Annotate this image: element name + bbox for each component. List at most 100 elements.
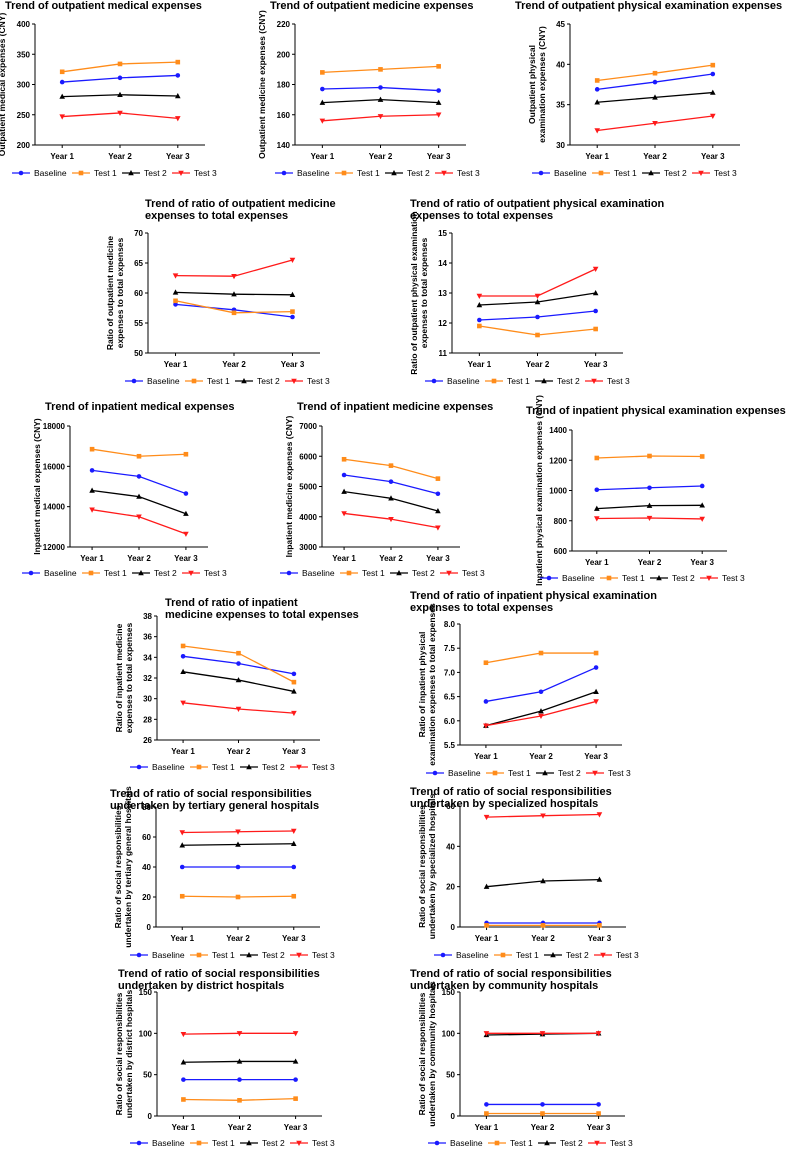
y-tick-label: 15 [438,229,447,238]
chart-c12: Trend of ratio of social responsibilitie… [410,786,639,960]
x-tick-label: Year 2 [227,747,251,756]
x-tick-label: Year 3 [584,752,608,761]
data-point [699,516,705,522]
data-point [236,650,241,656]
data-point [538,713,544,719]
data-point [290,309,295,314]
y-axis-label: Ratio of social responsibilitiesundertak… [113,786,133,948]
y-axis-label: Outpatient physicalexamination expenses … [527,26,547,143]
x-tick-label: Year 2 [369,152,393,161]
data-point [534,299,541,305]
chart-title: Trend of outpatient medicine expenses [270,0,474,12]
y-tick-label: 11 [439,349,448,358]
chart-title-line: expenses to total expenses [410,602,553,614]
data-point [235,829,241,835]
series-test-3 [89,507,189,537]
legend-label: Test 1 [212,762,235,772]
data-point [699,502,705,508]
data-point [377,114,384,120]
legend-label: Test 3 [457,168,480,178]
chart-title-line: Trend of ratio of social responsibilitie… [118,968,320,980]
data-point [593,699,599,705]
x-tick-label: Year 2 [643,152,667,161]
legend-label: Baseline [44,568,77,578]
legend-label: Baseline [147,376,180,386]
series-baseline [341,472,441,497]
data-point [175,116,181,122]
chart-title: Trend of ratio of outpatient medicine exp… [145,198,336,222]
data-point [647,453,652,459]
legend-label: Test 3 [607,376,630,386]
y-axis-label: Ratio of outpatient medicineexpenses to … [105,236,125,351]
legend-label: Test 3 [610,1138,633,1148]
data-point [289,257,296,263]
data-point [483,723,489,729]
series-test-3 [59,110,181,122]
legend-label: Test 3 [312,762,335,772]
chart-title-line: Trend of ratio of social responsibilitie… [410,968,612,980]
series-baseline [181,1077,298,1082]
data-point [476,302,483,308]
legend-swatch-marker [196,952,202,958]
x-tick-label: Year 1 [170,934,194,943]
data-point [540,923,546,928]
y-axis-label-line: Outpatient medical expenses (CNY) [0,13,7,157]
legend-swatch-marker [656,575,662,581]
x-tick-label: Year 2 [529,752,553,761]
x-tick-label: Year 1 [332,554,356,563]
legend-label: Baseline [34,168,67,178]
legend-label: Baseline [448,768,481,778]
legend-label: Test 1 [357,168,380,178]
y-axis-label-line: Outpatient medicine expenses (CNY) [257,10,267,159]
legend-label: Baseline [302,568,335,578]
chart-c11: Trend of ratio of social responsibilitie… [110,786,335,960]
data-point [89,487,95,493]
data-point [710,71,716,77]
x-tick-label: Year 2 [228,1123,252,1132]
series-baseline [484,1102,601,1107]
data-point [388,516,394,523]
series-test-3 [341,511,441,531]
data-point [290,828,297,834]
data-point [175,59,181,65]
data-point [388,463,394,468]
data-point [179,842,186,848]
y-tick-label: 30 [556,141,565,150]
data-point [231,291,237,297]
data-point [291,710,297,717]
data-point [596,1111,601,1116]
legend-swatch-marker [432,770,438,776]
data-point [320,86,325,92]
legend-swatch-marker [131,378,137,384]
legend-swatch-marker [241,378,247,384]
legend-swatch-marker [591,378,597,384]
legend-swatch-marker [18,170,24,176]
data-point [175,73,181,78]
chart-c2: Trend of outpatient medicine expensesOut… [257,0,480,178]
legend-swatch-marker [296,952,302,958]
series-test-1 [483,650,599,666]
y-axis-label: Inpatient medical expenses (CNY) [32,418,42,555]
y-tick-label: 35 [556,101,565,110]
legend-swatch-marker [544,1140,550,1146]
data-point [89,507,95,513]
y-tick-label: 32 [143,674,152,683]
data-point [540,813,546,819]
series-baseline [594,483,705,493]
data-point [710,62,716,68]
legend-swatch-marker [706,575,712,581]
y-tick-label: 100 [442,1029,456,1038]
data-point [652,79,658,85]
legend-label: Baseline [447,376,480,386]
data-point [319,118,326,124]
data-point [237,1097,242,1103]
data-point [377,96,384,102]
chart-title: Trend of ratio of social responsibilitie… [118,968,320,992]
series-line [91,469,187,495]
data-point [291,671,297,677]
data-point [378,67,383,72]
legend-swatch-marker [494,1140,500,1146]
legend-swatch-marker [138,570,144,576]
x-tick-label: Year 3 [587,1123,611,1132]
legend-swatch-marker [440,952,446,958]
